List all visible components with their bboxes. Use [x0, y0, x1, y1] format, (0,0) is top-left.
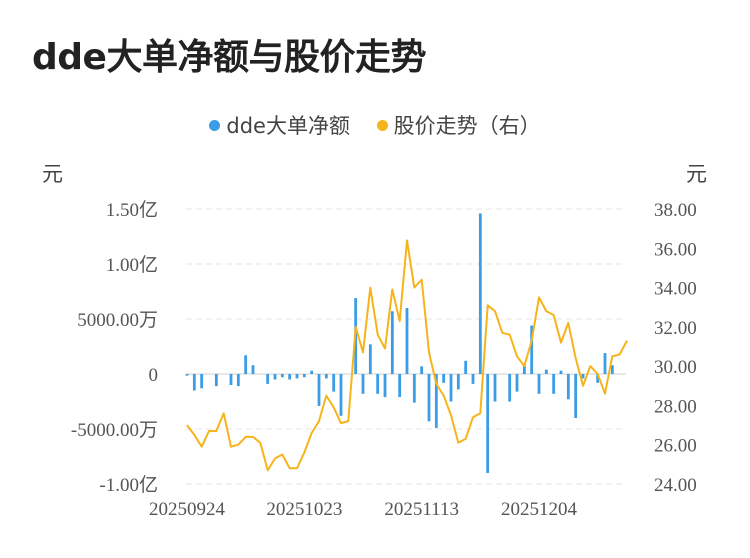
dde-bar — [486, 374, 490, 473]
dde-bar — [508, 374, 512, 402]
left-axis-unit: 元 — [42, 162, 63, 186]
dde-bar — [383, 374, 387, 398]
dde-bar — [581, 374, 585, 379]
dde-bar — [273, 374, 277, 380]
right-axis-tick-label: 34.00 — [654, 279, 697, 300]
right-axis-unit: 元 — [686, 162, 707, 186]
dde-bar — [412, 374, 416, 403]
dde-bar — [236, 374, 240, 387]
dde-bar — [280, 374, 284, 378]
left-axis-tick-label: -5000.00万 — [71, 420, 158, 441]
left-axis-tick-label: 0 — [149, 365, 159, 386]
page-title: dde大单净额与股价走势 — [32, 37, 426, 78]
dde-bar — [493, 374, 497, 402]
right-axis-tick-label: 24.00 — [654, 475, 697, 496]
right-axis-tick-label: 36.00 — [654, 239, 697, 260]
dde-bar — [295, 374, 299, 379]
legend: dde大单净额 股价走势（右） — [0, 110, 750, 140]
dde-bar — [266, 374, 270, 384]
dde-bar — [544, 369, 548, 374]
legend-dot-price — [376, 120, 388, 131]
right-axis-tick-label: 30.00 — [654, 357, 697, 378]
price-line — [186, 239, 628, 472]
dde-bar — [610, 365, 614, 374]
dde-bar — [566, 374, 570, 400]
dde-bar — [449, 374, 453, 402]
dde-bar — [603, 353, 607, 374]
right-axis-tick-label: 32.00 — [654, 318, 697, 339]
dde-bar — [214, 374, 218, 387]
dde-bar — [574, 374, 578, 418]
dde-bar — [471, 374, 475, 384]
legend-label-dde: dde大单净额 — [226, 114, 350, 138]
dde-bar — [244, 355, 248, 374]
dde-bar — [229, 374, 233, 385]
right-axis-tick-label: 28.00 — [654, 396, 697, 417]
right-axis-tick-label: 26.00 — [654, 436, 697, 457]
dde-bar — [398, 374, 402, 398]
dde-bar — [552, 374, 556, 394]
dde-bar — [390, 311, 394, 374]
dde-bar — [478, 213, 482, 374]
dde-bar — [368, 344, 372, 374]
dde-bar — [464, 360, 468, 374]
dde-bar — [200, 374, 204, 389]
legend-item-price[interactable]: 股价走势（右） — [376, 110, 541, 140]
dde-bar — [442, 374, 446, 383]
dde-bar — [420, 366, 424, 374]
dde-bar — [515, 374, 519, 392]
x-axis-tick-label: 20250924 — [149, 499, 226, 520]
legend-item-dde[interactable]: dde大单净额 — [209, 110, 350, 140]
dde-bar — [288, 374, 292, 380]
right-axis-tick-label: 38.00 — [654, 200, 697, 221]
dde-bar — [251, 365, 255, 374]
dde-bar — [522, 364, 526, 374]
dde-bar — [530, 325, 534, 374]
x-axis-tick-label: 20251113 — [384, 499, 459, 520]
dde-bar — [185, 374, 189, 376]
dde-bar — [192, 374, 196, 391]
dde-bar — [434, 374, 438, 428]
dde-bar — [324, 374, 328, 379]
dde-bar — [456, 374, 460, 390]
dde-bar — [405, 308, 409, 374]
left-axis-tick-label: 5000.00万 — [77, 310, 158, 331]
x-axis-tick-label: 20251023 — [266, 499, 342, 520]
legend-dot-dde — [209, 120, 221, 131]
dde-bar — [537, 374, 541, 394]
left-axis-tick-label: 1.00亿 — [106, 254, 158, 276]
legend-label-price: 股价走势（右） — [393, 114, 541, 138]
dde-bar — [317, 374, 321, 406]
dde-bar — [559, 370, 563, 374]
dde-bar — [302, 374, 306, 378]
dde-bar — [596, 374, 600, 383]
dde-bar — [310, 370, 314, 374]
dde-bar — [361, 374, 365, 394]
dde-bar — [427, 374, 431, 422]
dde-bar — [332, 374, 336, 392]
left-axis-tick-label: 1.50亿 — [106, 199, 158, 221]
x-axis-tick-label: 20251204 — [501, 499, 578, 520]
left-axis-tick-label: -1.00亿 — [99, 474, 158, 496]
dde-bar — [339, 374, 343, 416]
dde-bar — [376, 374, 380, 394]
